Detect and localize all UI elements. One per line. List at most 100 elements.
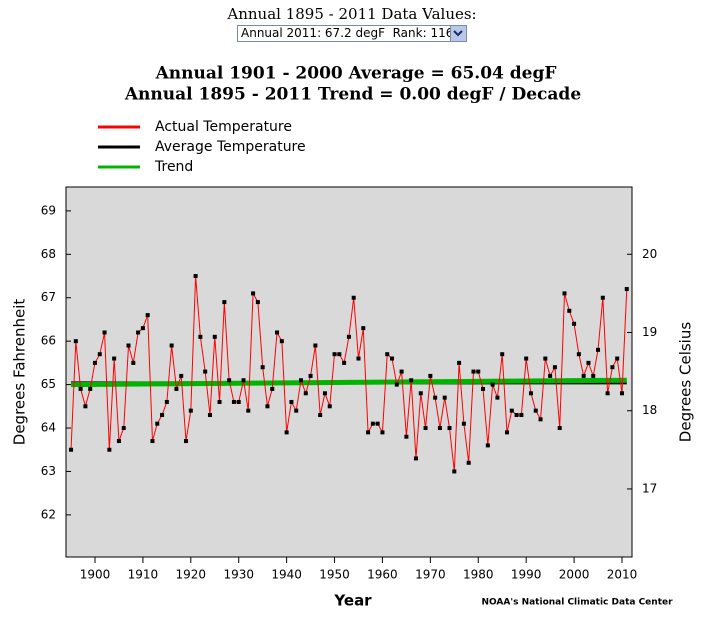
data-point [265, 404, 270, 409]
data-point [385, 352, 390, 357]
data-point [231, 399, 236, 404]
data-point [102, 330, 107, 335]
data-point [562, 291, 567, 296]
data-point [495, 395, 500, 400]
data-point [270, 386, 275, 391]
data-point [481, 386, 486, 391]
data-point [596, 347, 601, 352]
data-point [433, 395, 438, 400]
data-point [294, 408, 299, 413]
data-point [164, 399, 169, 404]
y-tick-label: 63 [41, 464, 56, 478]
data-point [576, 352, 581, 357]
data-point [327, 404, 332, 409]
plot-area [65, 186, 633, 558]
data-point [246, 408, 251, 413]
data-point [284, 430, 289, 435]
data-point [423, 426, 428, 431]
data-point [557, 426, 562, 431]
data-point [461, 421, 466, 426]
data-point [524, 356, 529, 361]
data-point [624, 287, 629, 292]
data-point [591, 373, 596, 378]
data-point [361, 326, 366, 331]
y-tick-label: 66 [41, 334, 56, 348]
data-point [227, 378, 232, 383]
data-point [275, 330, 280, 335]
dropdown-text: Annual 2011: 67.2 degF Rank: 116 [241, 26, 454, 40]
data-point [485, 443, 490, 448]
x-tick-label: 1930 [223, 568, 254, 582]
data-point [83, 404, 88, 409]
legend-label: Trend [154, 159, 193, 175]
data-point [452, 469, 457, 474]
y-tick-label: 69 [41, 203, 56, 217]
y2-tick-label: 20 [642, 247, 657, 261]
data-point [337, 352, 342, 357]
data-point [121, 426, 126, 431]
data-point [303, 391, 308, 396]
data-point [203, 369, 208, 374]
data-point [251, 291, 256, 296]
data-point [179, 373, 184, 378]
data-point [519, 412, 524, 417]
y2-tick-label: 19 [642, 325, 657, 339]
data-point [298, 378, 303, 383]
data-point [188, 408, 193, 413]
data-point [610, 365, 615, 370]
data-point [212, 334, 217, 339]
x-tick-label: 1900 [80, 568, 111, 582]
data-point [490, 382, 495, 387]
data-point [155, 421, 160, 426]
data-point [260, 365, 265, 370]
data-point [505, 430, 510, 435]
y-tick-label: 67 [41, 290, 56, 304]
data-point [533, 408, 538, 413]
data-point [543, 356, 548, 361]
data-point [346, 334, 351, 339]
data-point [457, 360, 462, 365]
dropdown[interactable]: Annual 2011: 67.2 degF Rank: 116 [237, 25, 467, 42]
data-point [140, 326, 145, 331]
data-point [586, 360, 591, 365]
data-point [399, 369, 404, 374]
data-point [289, 399, 294, 404]
arrow-icon [453, 30, 463, 37]
data-point [131, 360, 136, 365]
data-point [375, 421, 380, 426]
data-point [413, 456, 418, 461]
data-point [581, 373, 586, 378]
x-tick-label: 1940 [271, 568, 302, 582]
x-tick-label: 2000 [559, 568, 590, 582]
x-axis-label: Year [333, 592, 372, 610]
data-point [241, 378, 246, 383]
y-tick-label: 62 [41, 507, 56, 521]
data-point [332, 352, 337, 357]
dropdown-arrow[interactable] [450, 26, 466, 41]
data-point [466, 460, 471, 465]
y2-axis-label: Degrees Celsius [677, 322, 695, 443]
data-point [605, 391, 610, 396]
y-axis-label: Degrees Fahrenheit [11, 299, 29, 446]
data-point [572, 321, 577, 326]
data-point [184, 439, 189, 444]
data-point [318, 412, 323, 417]
data-point [437, 426, 442, 431]
data-point [207, 412, 212, 417]
data-point [447, 426, 452, 431]
data-point [356, 356, 361, 361]
data-point [567, 308, 572, 313]
data-point [97, 352, 102, 357]
data-point [528, 391, 533, 396]
data-point [619, 391, 624, 396]
data-point [174, 386, 179, 391]
data-point [500, 352, 505, 357]
data-point [169, 343, 174, 348]
data-point [73, 339, 78, 344]
data-point [88, 386, 93, 391]
data-point [394, 382, 399, 387]
data-point [198, 334, 203, 339]
x-tick-label: 1990 [511, 568, 542, 582]
